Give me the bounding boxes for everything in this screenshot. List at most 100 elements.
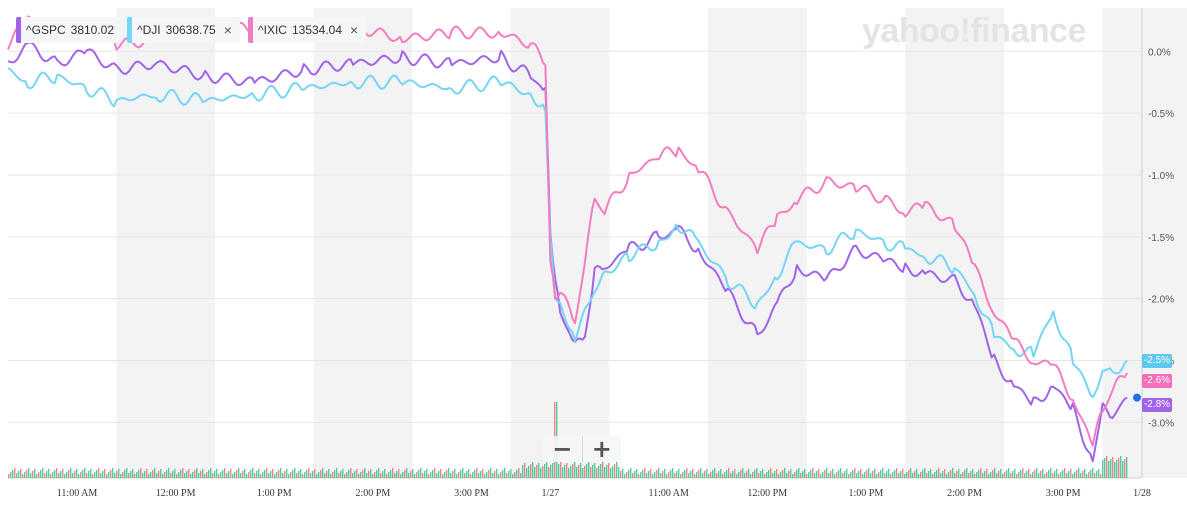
volume-bar bbox=[974, 474, 976, 478]
volume-bar bbox=[226, 473, 228, 478]
volume-bar bbox=[742, 468, 744, 478]
volume-bar bbox=[1126, 457, 1128, 478]
volume-bar bbox=[576, 467, 578, 478]
volume-bar bbox=[1116, 460, 1118, 478]
volume-bar bbox=[970, 471, 972, 478]
volume-bar bbox=[1074, 472, 1076, 478]
volume-bar bbox=[80, 472, 82, 478]
volume-bar bbox=[878, 472, 880, 478]
volume-bar bbox=[998, 471, 1000, 478]
volume-bar bbox=[66, 472, 68, 478]
volume-bar bbox=[1076, 470, 1078, 478]
volume-bar bbox=[136, 472, 138, 478]
volume-bar bbox=[422, 473, 424, 478]
volume-bar bbox=[230, 469, 232, 478]
volume-bar bbox=[112, 468, 114, 478]
volume-bar bbox=[638, 474, 640, 478]
volume-bar bbox=[224, 468, 226, 478]
volume-bar bbox=[298, 471, 300, 478]
volume-bar bbox=[398, 469, 400, 478]
volume-bar bbox=[978, 470, 980, 478]
volume-bar bbox=[1048, 470, 1050, 478]
volume-bar bbox=[408, 473, 410, 478]
volume-bar bbox=[656, 470, 658, 478]
volume-bar bbox=[836, 472, 838, 478]
zoom-out-button[interactable]: − bbox=[552, 435, 573, 463]
x-tick-label: 11:00 AM bbox=[648, 488, 689, 499]
volume-bar bbox=[734, 469, 736, 478]
volume-bar bbox=[1060, 472, 1062, 478]
time-band bbox=[905, 8, 1004, 478]
volume-bar bbox=[292, 470, 294, 478]
volume-bar bbox=[612, 466, 614, 478]
volume-bar bbox=[740, 470, 742, 478]
volume-bar bbox=[1088, 472, 1090, 478]
volume-bar bbox=[88, 471, 90, 478]
volume-bar bbox=[894, 470, 896, 478]
ticker-chip-gspc[interactable]: ^GSPC 3810.02 bbox=[16, 17, 121, 43]
zoom-in-button[interactable]: + bbox=[581, 436, 622, 462]
volume-bar bbox=[772, 473, 774, 478]
volume-bar bbox=[426, 469, 428, 478]
volume-bar bbox=[782, 470, 784, 478]
volume-bar bbox=[172, 471, 174, 478]
volume-bar bbox=[440, 469, 442, 478]
volume-bar bbox=[704, 471, 706, 478]
series-color-swatch bbox=[248, 17, 253, 43]
volume-bar bbox=[538, 463, 540, 478]
x-tick-label: 1/27 bbox=[541, 488, 559, 499]
volume-bar bbox=[288, 474, 290, 478]
time-band bbox=[708, 8, 807, 478]
volume-bar bbox=[284, 471, 286, 478]
close-icon[interactable]: × bbox=[350, 22, 359, 38]
volume-bar bbox=[830, 471, 832, 478]
volume-bar bbox=[56, 468, 58, 478]
volume-bar bbox=[70, 468, 72, 478]
volume-bar bbox=[466, 471, 468, 478]
volume-bar bbox=[590, 467, 592, 478]
volume-bar bbox=[938, 468, 940, 478]
volume-bar bbox=[766, 472, 768, 478]
volume-bar bbox=[64, 474, 66, 478]
last-value-badge-ixic: -2.6% bbox=[1142, 374, 1172, 388]
volume-bar bbox=[720, 469, 722, 478]
volume-bar bbox=[684, 470, 686, 478]
volume-bar bbox=[898, 473, 900, 478]
volume-bar bbox=[868, 468, 870, 478]
volume-bar bbox=[572, 464, 574, 478]
ticker-chip-dji[interactable]: ^DJI 30638.75 × bbox=[127, 17, 240, 43]
volume-bar bbox=[738, 472, 740, 478]
time-band bbox=[510, 8, 610, 478]
volume-bar bbox=[238, 468, 240, 478]
ticker-price: 13534.04 bbox=[291, 23, 343, 37]
volume-bar bbox=[1100, 474, 1102, 478]
volume-bar bbox=[156, 473, 158, 478]
volume-bar bbox=[168, 468, 170, 478]
volume-bar bbox=[1050, 468, 1052, 478]
ticker-chip-ixic[interactable]: ^IXIC 13534.04 × bbox=[248, 17, 367, 43]
volume-bar bbox=[316, 474, 318, 478]
volume-bar bbox=[1010, 473, 1012, 478]
volume-bar bbox=[876, 474, 878, 478]
volume-bar bbox=[240, 473, 242, 478]
volume-bar bbox=[748, 469, 750, 478]
volume-bar bbox=[810, 470, 812, 478]
volume-bar bbox=[928, 471, 930, 478]
volume-bar bbox=[210, 468, 212, 478]
volume-bar bbox=[1036, 468, 1038, 478]
volume-bar bbox=[84, 468, 86, 478]
volume-bar bbox=[936, 470, 938, 478]
volume-bar bbox=[8, 474, 10, 478]
close-icon[interactable]: × bbox=[223, 22, 232, 38]
volume-bar bbox=[902, 469, 904, 478]
volume-bar bbox=[688, 473, 690, 478]
volume-bar bbox=[252, 468, 254, 478]
volume-bar bbox=[670, 470, 672, 478]
volume-bar bbox=[116, 471, 118, 478]
volume-bar bbox=[730, 473, 732, 478]
volume-bar bbox=[178, 472, 180, 478]
zoom-controls: − + bbox=[543, 436, 621, 462]
volume-bar bbox=[42, 468, 44, 478]
yahoo-finance-logo: yahoo!finance bbox=[862, 12, 1086, 50]
